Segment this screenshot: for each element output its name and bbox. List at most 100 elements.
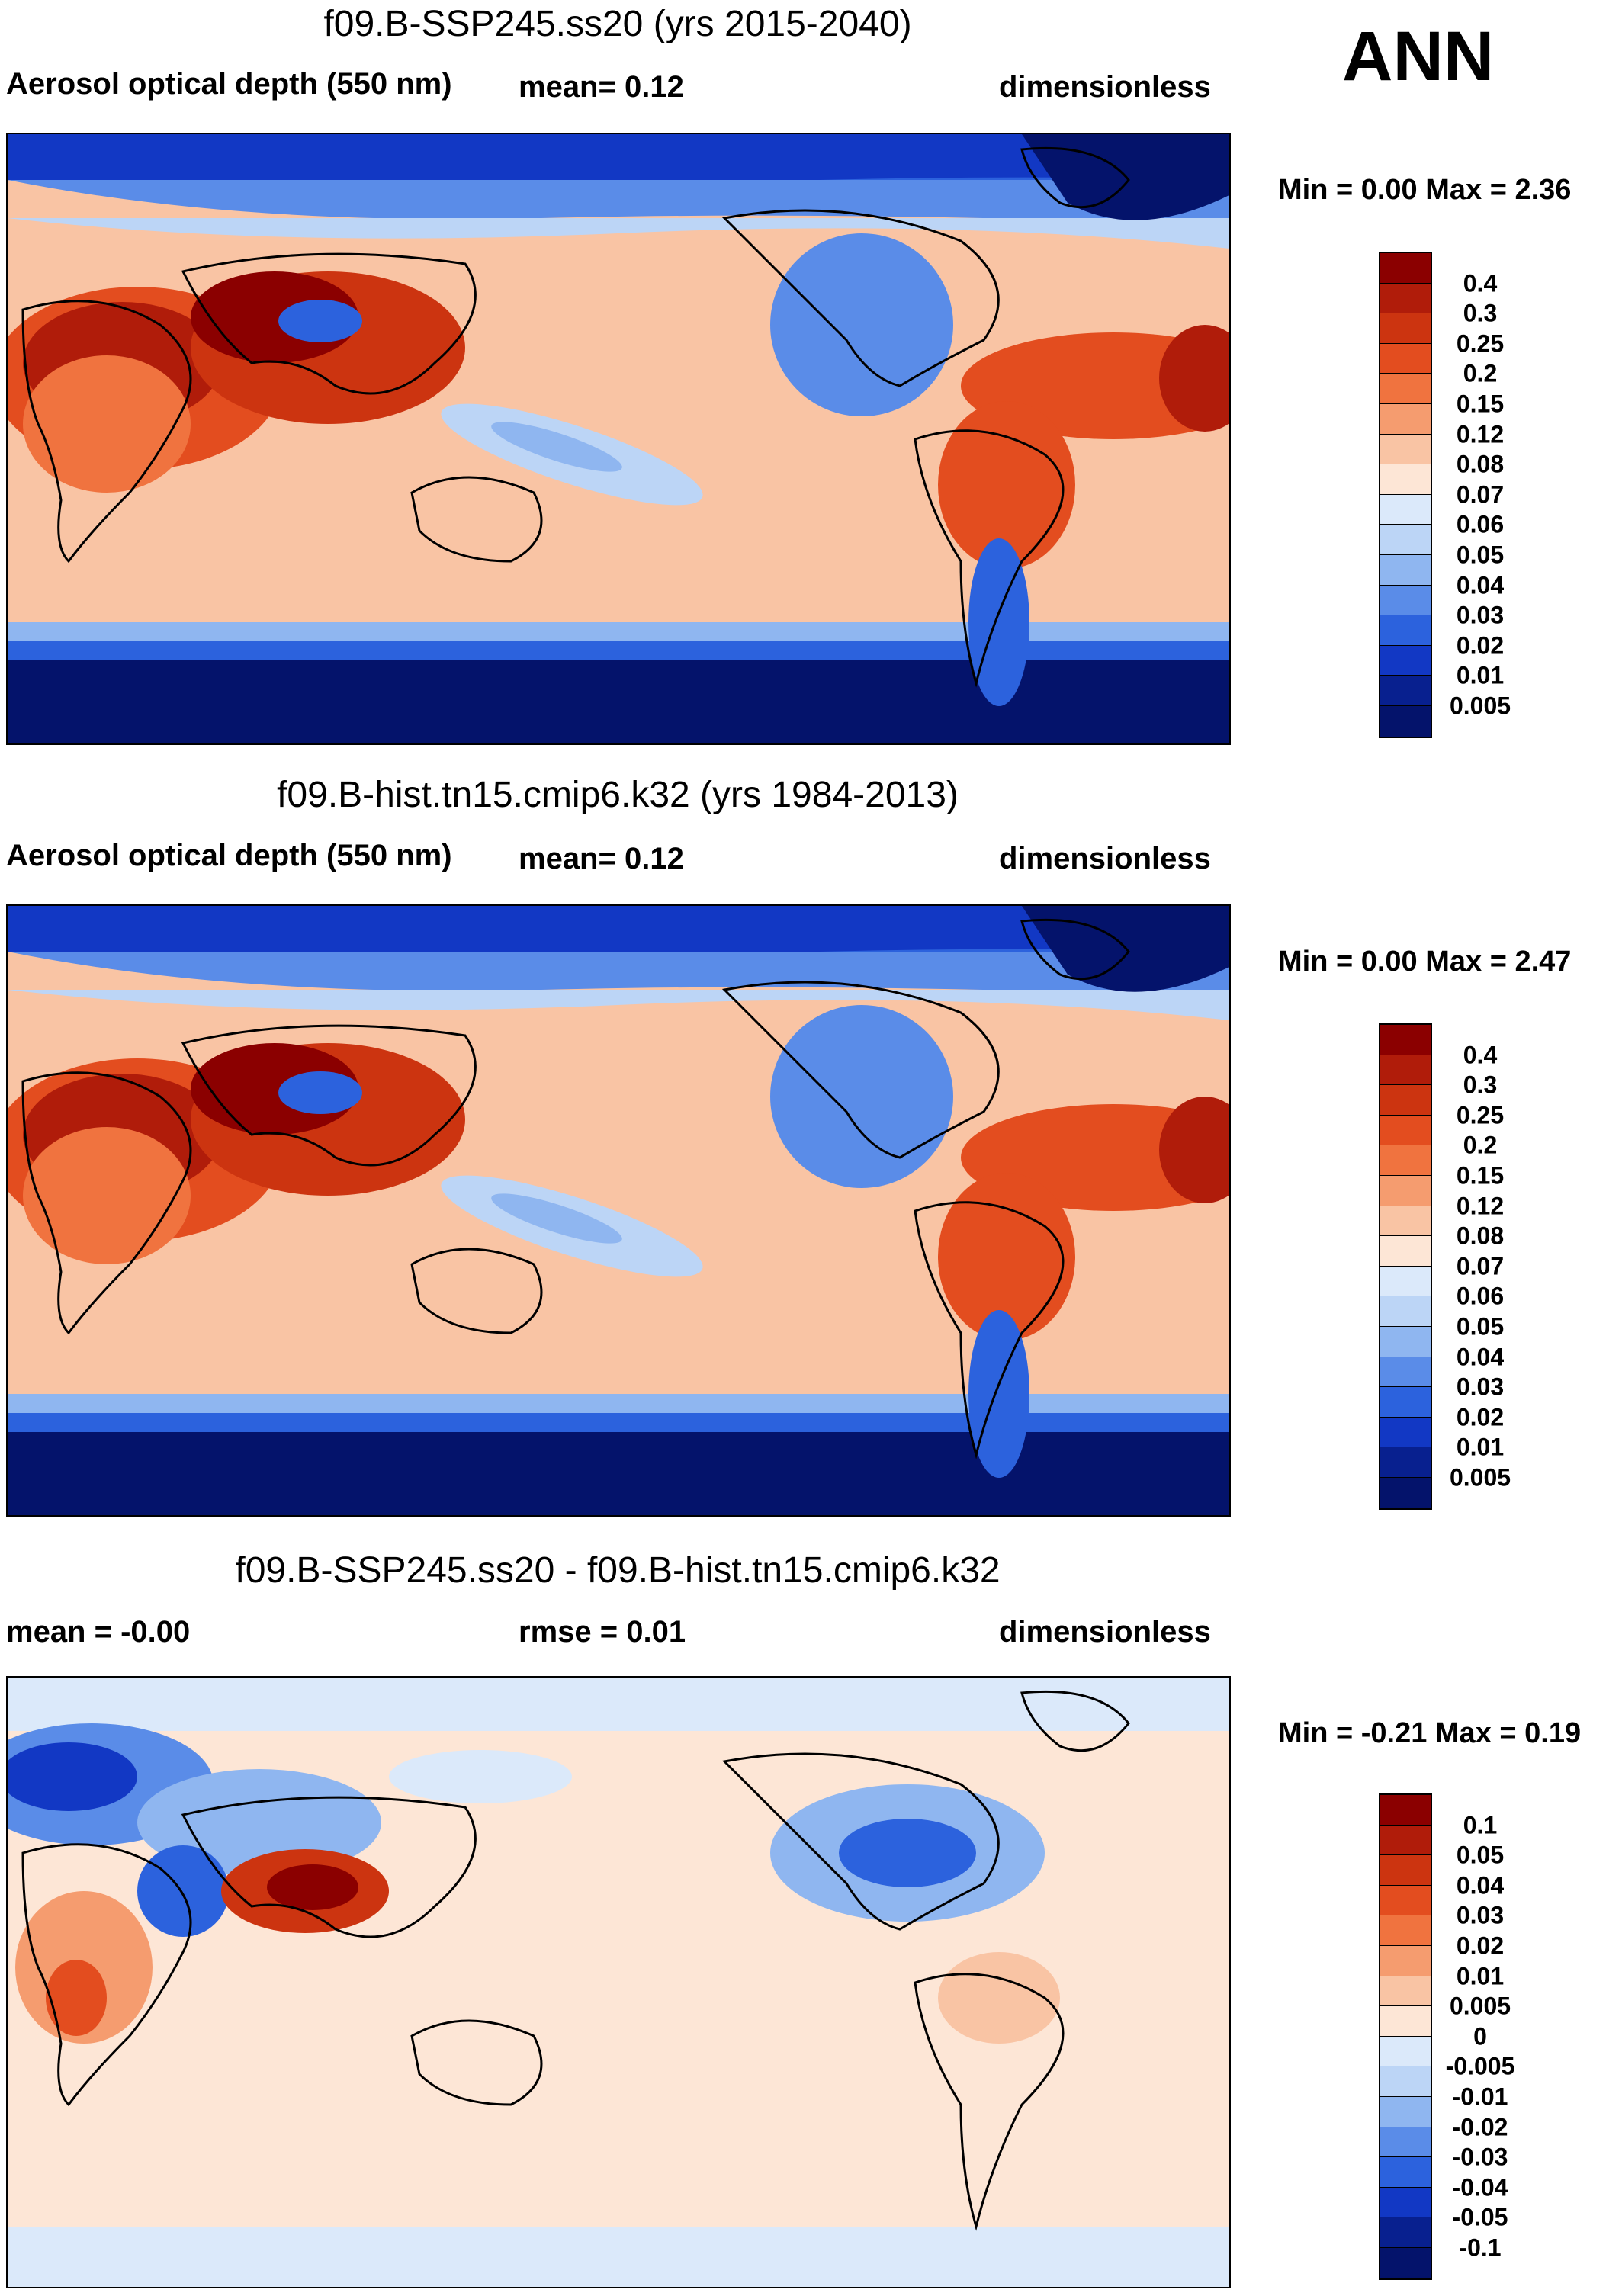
panel-3-minmax: Min = -0.21 Max = 0.19 — [1278, 1717, 1582, 1749]
colorbar-box — [1380, 1326, 1431, 1357]
colorbar-tick-label: 0.06 — [1456, 510, 1505, 538]
colorbar-box — [1380, 1145, 1431, 1176]
panel-3-mean-label: mean = -0.00 — [6, 1615, 191, 1649]
colorbar-box — [1380, 343, 1431, 374]
panel-1-map — [6, 133, 1231, 745]
colorbar-box — [1380, 1477, 1431, 1508]
panel-2-variable-label: Aerosol optical depth (550 nm) — [6, 839, 452, 872]
panel-1-units-label: dimensionless — [999, 70, 1211, 104]
colorbar-box — [1380, 434, 1431, 465]
colorbar-tick-label: 0.06 — [1456, 1282, 1505, 1310]
colorbar-box — [1380, 2066, 1431, 2097]
colorbar-box — [1380, 494, 1431, 525]
colorbar-tick-label: 0.01 — [1456, 1962, 1505, 1990]
colorbar-box — [1380, 1417, 1431, 1448]
panel-3-map-field — [8, 1678, 1229, 2287]
colorbar-tick-label: 0.03 — [1456, 601, 1505, 629]
panel-2-colorbar — [1379, 1023, 1432, 1510]
colorbar-tick-label: -0.02 — [1452, 2113, 1508, 2141]
colorbar-box — [1380, 2006, 1431, 2037]
colorbar-box — [1380, 1357, 1431, 1388]
colorbar-box — [1380, 1296, 1431, 1327]
colorbar-box — [1380, 464, 1431, 495]
colorbar-tick-label: 0.01 — [1456, 1433, 1505, 1461]
panel-1-colorbar — [1379, 252, 1432, 738]
panel-2-title: f09.B-hist.tn15.cmip6.k32 (yrs 1984-2013… — [277, 775, 959, 815]
colorbar-box — [1380, 2247, 1431, 2278]
colorbar-box — [1380, 554, 1431, 586]
panel-1-variable-label: Aerosol optical depth (550 nm) — [6, 67, 452, 101]
colorbar-box — [1380, 1115, 1431, 1146]
colorbar-tick-label: 0.005 — [1449, 1992, 1511, 2020]
colorbar-tick-label: 0.15 — [1456, 390, 1505, 418]
colorbar-tick-label: 0.08 — [1456, 450, 1505, 478]
colorbar-box — [1380, 2127, 1431, 2158]
colorbar-box — [1380, 1447, 1431, 1478]
colorbar-tick-label: 0.25 — [1456, 329, 1505, 358]
panel-2-units-label: dimensionless — [999, 842, 1211, 875]
colorbar-tick-label: -0.05 — [1452, 2203, 1508, 2231]
colorbar-tick-label: 0.05 — [1456, 1841, 1505, 1869]
colorbar-tick-label: 0.01 — [1456, 661, 1505, 689]
colorbar-tick-label: 0.4 — [1463, 1041, 1498, 1069]
colorbar-tick-label: 0.4 — [1463, 269, 1498, 297]
colorbar-tick-label: 0.005 — [1449, 1463, 1511, 1492]
colorbar-box — [1380, 2217, 1431, 2248]
colorbar-tick-label: 0.08 — [1456, 1222, 1505, 1250]
colorbar-tick-label: 0.02 — [1456, 631, 1505, 660]
colorbar-box — [1380, 645, 1431, 676]
colorbar-tick-label: 0.005 — [1449, 692, 1511, 720]
colorbar-tick-label: 0 — [1473, 2022, 1487, 2050]
colorbar-box — [1380, 1055, 1431, 1086]
colorbar-box — [1380, 1915, 1431, 1946]
colorbar-tick-label: -0.005 — [1445, 2052, 1515, 2080]
colorbar-box — [1380, 1855, 1431, 1886]
colorbar-tick-label: -0.1 — [1459, 2233, 1502, 2262]
colorbar-box — [1380, 1387, 1431, 1418]
colorbar-box — [1380, 1206, 1431, 1237]
colorbar-tick-label: 0.07 — [1456, 480, 1505, 509]
panel-1-minmax: Min = 0.00 Max = 2.36 — [1278, 174, 1572, 206]
colorbar-box — [1380, 374, 1431, 404]
colorbar-tick-label: 0.03 — [1456, 1901, 1505, 1929]
colorbar-box — [1380, 2036, 1431, 2067]
colorbar-box — [1380, 1236, 1431, 1267]
colorbar-tick-label: 0.2 — [1463, 359, 1498, 387]
colorbar-tick-label: -0.01 — [1452, 2082, 1508, 2111]
colorbar-tick-label: 0.04 — [1456, 571, 1505, 599]
colorbar-tick-label: 0.15 — [1456, 1161, 1505, 1190]
colorbar-box — [1380, 253, 1431, 284]
colorbar-box — [1380, 705, 1431, 737]
colorbar-tick-label: 0.1 — [1463, 1811, 1498, 1839]
colorbar-box — [1380, 403, 1431, 435]
colorbar-box — [1380, 1976, 1431, 2007]
colorbar-box — [1380, 525, 1431, 555]
colorbar-tick-label: 0.04 — [1456, 1871, 1505, 1899]
panel-3-map — [6, 1676, 1231, 2288]
panel-2-map — [6, 904, 1231, 1517]
colorbar-box — [1380, 1085, 1431, 1116]
colorbar-tick-label: 0.12 — [1456, 420, 1505, 448]
colorbar-box — [1380, 676, 1431, 706]
colorbar-box — [1380, 2157, 1431, 2188]
colorbar-box — [1380, 615, 1431, 646]
panel-1-map-field — [8, 134, 1229, 743]
panel-3-title: f09.B-SSP245.ss20 - f09.B-hist.tn15.cmip… — [235, 1550, 1001, 1591]
colorbar-box — [1380, 2187, 1431, 2218]
panel-3-rmse-label: rmse = 0.01 — [519, 1615, 686, 1649]
colorbar-tick-label: 0.3 — [1463, 299, 1498, 327]
colorbar-tick-label: 0.04 — [1456, 1343, 1505, 1371]
colorbar-tick-label: 0.25 — [1456, 1101, 1505, 1129]
panel-3-units-label: dimensionless — [999, 1615, 1211, 1649]
colorbar-tick-label: 0.3 — [1463, 1071, 1498, 1099]
panel-2-mean-label: mean= 0.12 — [519, 842, 684, 875]
colorbar-box — [1380, 1945, 1431, 1976]
colorbar-box — [1380, 1025, 1431, 1055]
colorbar-tick-label: -0.03 — [1452, 2143, 1508, 2171]
colorbar-box — [1380, 313, 1431, 344]
panel-2-minmax: Min = 0.00 Max = 2.47 — [1278, 946, 1572, 978]
colorbar-box — [1380, 1266, 1431, 1297]
colorbar-box — [1380, 1795, 1431, 1826]
colorbar-tick-label: 0.07 — [1456, 1252, 1505, 1280]
season-label: ANN — [1342, 18, 1495, 95]
